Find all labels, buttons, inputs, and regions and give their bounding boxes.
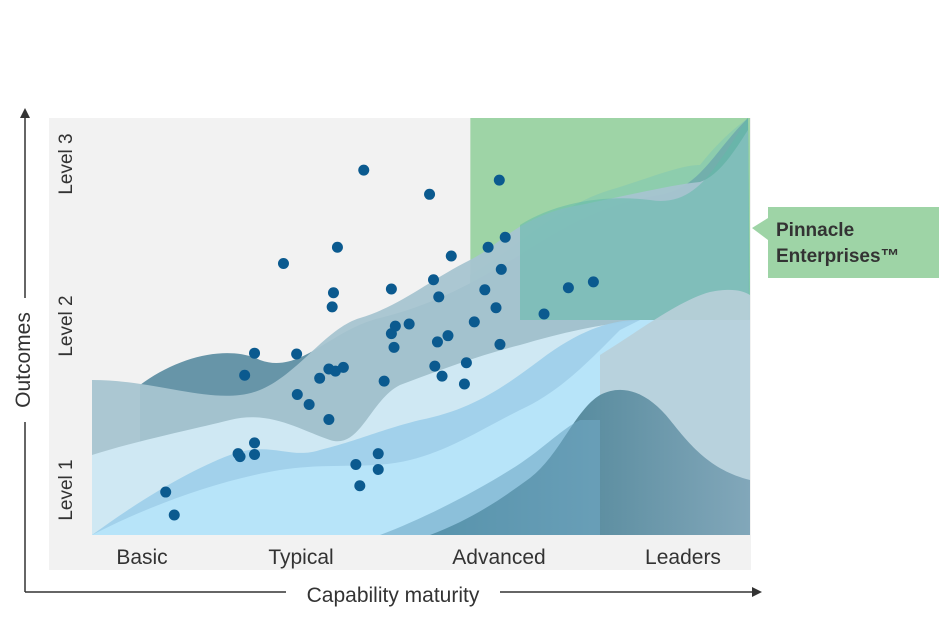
y-axis-title: Outcomes — [12, 312, 35, 408]
data-point-1 — [160, 486, 172, 498]
data-point-42 — [468, 316, 480, 328]
data-point-9 — [277, 258, 289, 270]
x-tick-typical: Typical — [268, 546, 333, 569]
x-axis-title-bg — [286, 578, 500, 608]
data-point-36 — [431, 336, 443, 348]
data-point-7 — [239, 369, 251, 381]
data-point-32 — [424, 188, 436, 200]
data-point-41 — [458, 378, 470, 390]
callout-line-2: Enterprises™ — [776, 246, 900, 267]
data-point-5 — [249, 449, 261, 461]
data-point-49 — [494, 338, 506, 350]
x-tick-leaders: Leaders — [645, 546, 721, 569]
x-tick-advanced: Advanced — [452, 546, 545, 569]
data-point-35 — [429, 360, 441, 372]
data-point-20 — [331, 241, 343, 253]
scatter-points — [160, 164, 599, 521]
data-point-39 — [445, 250, 457, 262]
data-point-17 — [337, 361, 349, 373]
x-axis-title: Capability maturity — [307, 584, 480, 607]
data-point-11 — [291, 388, 303, 400]
data-point-30 — [389, 320, 401, 332]
data-point-38 — [442, 330, 454, 342]
callout-line-1: Pinnacle — [776, 220, 854, 241]
data-point-19 — [327, 287, 339, 299]
x-tick-basic: Basic — [116, 546, 167, 569]
y-tick-level-1: Level 1 — [56, 459, 77, 520]
data-point-18 — [326, 301, 338, 313]
data-point-44 — [482, 241, 494, 253]
data-point-26 — [378, 375, 390, 387]
data-point-52 — [587, 276, 599, 288]
y-axis-title-bg — [10, 298, 40, 422]
data-point-27 — [385, 283, 397, 295]
data-point-25 — [358, 164, 370, 176]
data-point-43 — [479, 284, 491, 296]
background-waves — [92, 118, 750, 535]
pinnacle-callout: Pinnacle Enterprises™ — [752, 207, 939, 278]
y-tick-level-3: Level 3 — [56, 133, 77, 194]
wave-teal-green — [520, 118, 750, 320]
data-point-37 — [436, 370, 448, 382]
y-tick-level-2: Level 2 — [56, 295, 77, 356]
data-point-22 — [354, 480, 366, 492]
data-point-34 — [433, 291, 445, 303]
data-point-12 — [303, 398, 315, 410]
data-point-21 — [350, 459, 362, 471]
data-point-13 — [314, 372, 326, 384]
data-point-23 — [372, 464, 384, 476]
data-point-31 — [403, 318, 415, 330]
data-point-10 — [291, 348, 303, 360]
data-point-15 — [323, 413, 335, 425]
data-point-50 — [538, 308, 550, 320]
callout-box — [752, 207, 939, 278]
data-point-6 — [249, 437, 261, 449]
data-point-51 — [562, 282, 574, 294]
data-point-40 — [460, 357, 472, 369]
data-point-45 — [495, 263, 507, 275]
data-point-48 — [490, 302, 502, 314]
wave-mid-right — [380, 420, 600, 535]
data-point-2 — [168, 509, 180, 521]
data-point-47 — [493, 174, 505, 186]
data-point-46 — [499, 231, 511, 243]
data-point-24 — [372, 448, 384, 460]
data-point-8 — [249, 347, 261, 359]
data-point-4 — [234, 451, 246, 463]
data-point-29 — [388, 341, 400, 353]
data-point-33 — [428, 274, 440, 286]
